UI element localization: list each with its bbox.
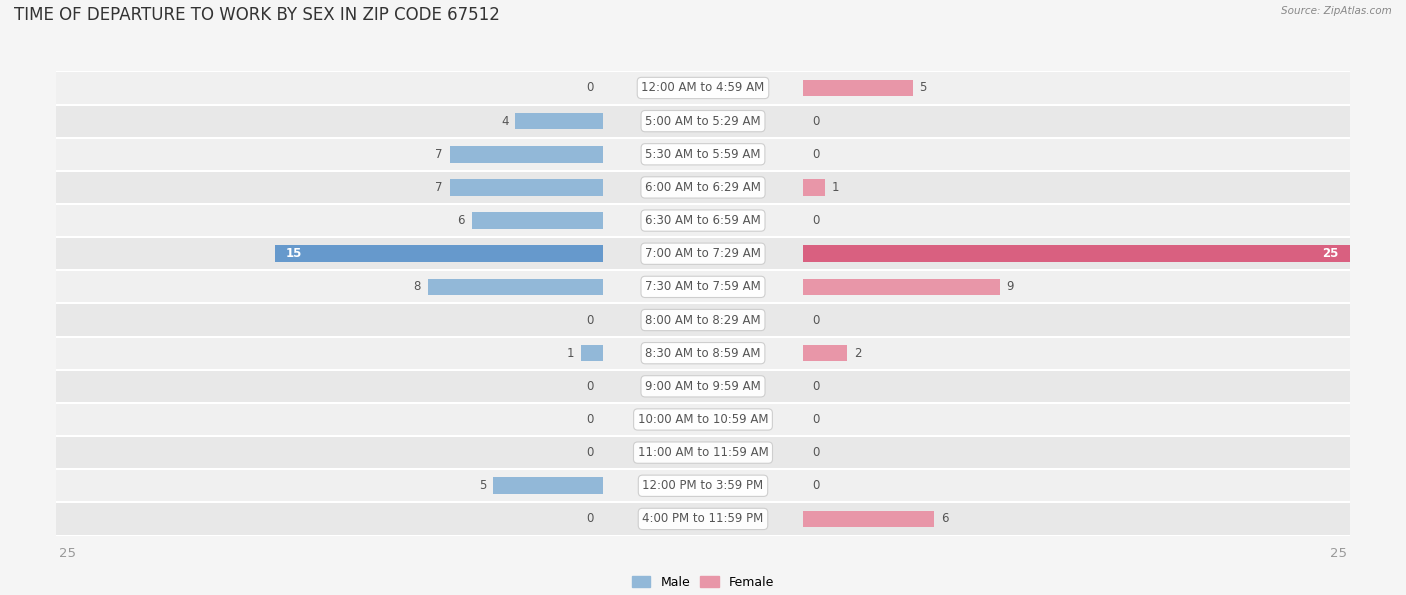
Bar bbox=[56, 502, 1350, 536]
Text: 6: 6 bbox=[457, 214, 465, 227]
Text: 0: 0 bbox=[813, 480, 820, 492]
Bar bbox=[494, 477, 603, 494]
Text: 0: 0 bbox=[586, 314, 593, 327]
Text: 6:30 AM to 6:59 AM: 6:30 AM to 6:59 AM bbox=[645, 214, 761, 227]
Text: 9: 9 bbox=[1007, 280, 1014, 293]
Bar bbox=[516, 113, 603, 130]
Text: 5:30 AM to 5:59 AM: 5:30 AM to 5:59 AM bbox=[645, 148, 761, 161]
Text: 0: 0 bbox=[813, 115, 820, 127]
Bar bbox=[56, 237, 1350, 270]
Text: 0: 0 bbox=[813, 148, 820, 161]
Text: 0: 0 bbox=[813, 413, 820, 426]
Text: 6:00 AM to 6:29 AM: 6:00 AM to 6:29 AM bbox=[645, 181, 761, 194]
Bar bbox=[56, 436, 1350, 469]
Bar bbox=[450, 179, 603, 196]
Text: 15: 15 bbox=[285, 248, 302, 260]
Bar bbox=[56, 105, 1350, 137]
Bar bbox=[803, 246, 1350, 262]
Text: 7:00 AM to 7:29 AM: 7:00 AM to 7:29 AM bbox=[645, 248, 761, 260]
Text: 8: 8 bbox=[413, 280, 422, 293]
Bar bbox=[803, 345, 846, 361]
Text: 10:00 AM to 10:59 AM: 10:00 AM to 10:59 AM bbox=[638, 413, 768, 426]
Text: 5: 5 bbox=[479, 480, 486, 492]
Bar bbox=[56, 137, 1350, 171]
Text: 11:00 AM to 11:59 AM: 11:00 AM to 11:59 AM bbox=[638, 446, 768, 459]
Text: 12:00 AM to 4:59 AM: 12:00 AM to 4:59 AM bbox=[641, 82, 765, 95]
Text: 8:30 AM to 8:59 AM: 8:30 AM to 8:59 AM bbox=[645, 347, 761, 359]
Text: 0: 0 bbox=[813, 214, 820, 227]
Bar bbox=[803, 179, 825, 196]
Text: 2: 2 bbox=[853, 347, 862, 359]
Text: 25: 25 bbox=[59, 547, 76, 560]
Text: 8:00 AM to 8:29 AM: 8:00 AM to 8:29 AM bbox=[645, 314, 761, 327]
Bar bbox=[471, 212, 603, 229]
Bar bbox=[427, 278, 603, 295]
Bar bbox=[803, 80, 912, 96]
Text: 0: 0 bbox=[586, 413, 593, 426]
Text: 12:00 PM to 3:59 PM: 12:00 PM to 3:59 PM bbox=[643, 480, 763, 492]
Text: Source: ZipAtlas.com: Source: ZipAtlas.com bbox=[1281, 6, 1392, 16]
Text: 25: 25 bbox=[1322, 248, 1339, 260]
Text: 6: 6 bbox=[941, 512, 949, 525]
Legend: Male, Female: Male, Female bbox=[631, 576, 775, 588]
Text: 1: 1 bbox=[567, 347, 574, 359]
Text: 9:00 AM to 9:59 AM: 9:00 AM to 9:59 AM bbox=[645, 380, 761, 393]
Text: 4: 4 bbox=[501, 115, 509, 127]
Bar bbox=[56, 204, 1350, 237]
Bar bbox=[56, 403, 1350, 436]
Bar bbox=[803, 511, 935, 527]
Bar bbox=[56, 71, 1350, 105]
Text: 5:00 AM to 5:29 AM: 5:00 AM to 5:29 AM bbox=[645, 115, 761, 127]
Text: 0: 0 bbox=[586, 512, 593, 525]
Bar bbox=[56, 337, 1350, 369]
Text: 25: 25 bbox=[1330, 547, 1347, 560]
Text: 5: 5 bbox=[920, 82, 927, 95]
Bar bbox=[274, 246, 603, 262]
Bar bbox=[581, 345, 603, 361]
Bar bbox=[56, 171, 1350, 204]
Text: 7: 7 bbox=[436, 181, 443, 194]
Bar bbox=[56, 469, 1350, 502]
Text: TIME OF DEPARTURE TO WORK BY SEX IN ZIP CODE 67512: TIME OF DEPARTURE TO WORK BY SEX IN ZIP … bbox=[14, 6, 501, 24]
Text: 0: 0 bbox=[586, 446, 593, 459]
Text: 7: 7 bbox=[436, 148, 443, 161]
Text: 7:30 AM to 7:59 AM: 7:30 AM to 7:59 AM bbox=[645, 280, 761, 293]
Text: 0: 0 bbox=[813, 446, 820, 459]
Bar bbox=[56, 270, 1350, 303]
Text: 1: 1 bbox=[832, 181, 839, 194]
Text: 0: 0 bbox=[586, 82, 593, 95]
Text: 0: 0 bbox=[813, 380, 820, 393]
Text: 0: 0 bbox=[586, 380, 593, 393]
Bar bbox=[56, 369, 1350, 403]
Bar bbox=[450, 146, 603, 162]
Text: 4:00 PM to 11:59 PM: 4:00 PM to 11:59 PM bbox=[643, 512, 763, 525]
Bar bbox=[56, 303, 1350, 337]
Bar bbox=[803, 278, 1000, 295]
Text: 0: 0 bbox=[813, 314, 820, 327]
